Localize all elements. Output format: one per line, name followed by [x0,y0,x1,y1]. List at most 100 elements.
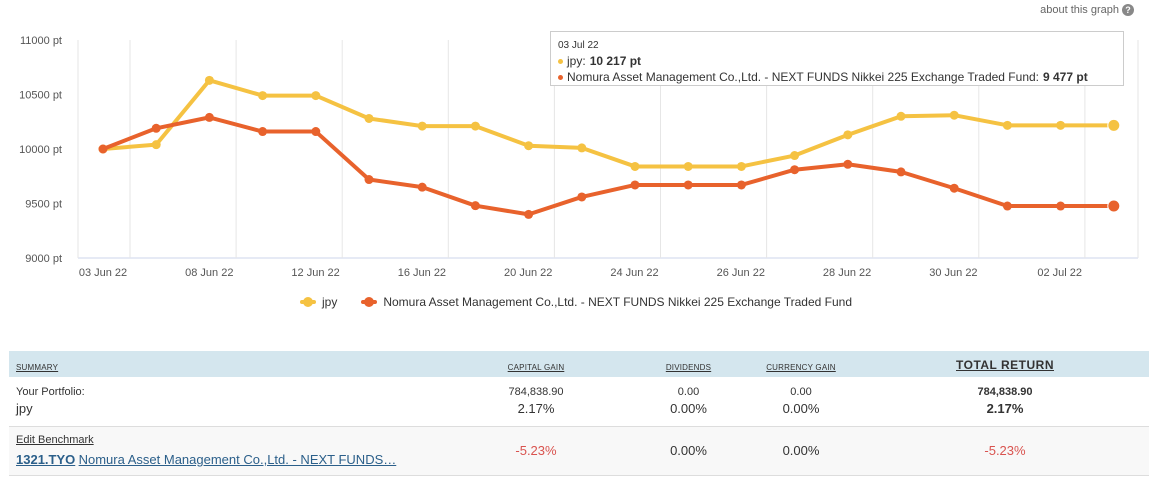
legend-item-benchmark[interactable]: Nomura Asset Management Co.,Ltd. - NEXT … [361,295,852,309]
legend-symbol-benchmark [361,297,378,307]
legend-label-benchmark: Nomura Asset Management Co.,Ltd. - NEXT … [383,295,852,309]
portfolio-cell: Your Portfolio: jpy [9,377,436,426]
data-point-benchmark [524,209,534,219]
portfolio-name: jpy [16,401,33,417]
x-tick-label: 30 Jun 22 [929,267,977,279]
x-tick-label: 20 Jun 22 [504,267,552,279]
y-tick-label: 11000 pt [20,35,62,47]
data-point-benchmark [790,165,800,175]
data-point-jpy [204,75,214,85]
header-currency-gain: CURRENCY GAIN [766,363,836,372]
header-total-return: TOTAL RETURN [956,358,1054,372]
data-point-jpy [311,91,321,101]
series-line-benchmark [101,115,1116,217]
data-point-benchmark [949,183,959,193]
benchmark-total-return-pct: -5.23% [984,443,1026,458]
data-point-benchmark [1107,199,1121,213]
data-point-jpy [258,91,268,101]
performance-line-chart: 11000 pt 10500 pt 10000 pt 9500 pt 9000 pt 0… [19,35,1139,279]
portfolio-dividends-amount: 0.00 [677,386,700,399]
edit-benchmark-link[interactable]: Edit Benchmark [16,434,94,446]
header-dividends: DIVIDENDS [665,363,712,372]
data-point-benchmark [683,180,693,190]
portfolio-currency-gain-pct: 0.00% [782,401,820,417]
benchmark-name-link[interactable]: Nomura Asset Management Co.,Ltd. - NEXT … [78,452,397,467]
portfolio-currency-gain: 0.00 0.00% [741,377,861,426]
benchmark-currency-gain-pct: 0.00% [782,443,820,458]
data-point-benchmark [364,175,374,185]
tooltip-dot-benchmark [558,74,563,80]
tooltip-label-benchmark: Nomura Asset Management Co.,Ltd. - NEXT … [567,70,1039,84]
data-point-jpy [1107,118,1121,132]
data-point-jpy [949,110,959,120]
portfolio-capital-gain-pct: 2.17% [517,401,555,417]
data-point-benchmark [204,112,214,122]
data-point-benchmark [1002,201,1012,211]
benchmark-ticker-link[interactable]: 1321.TYO [16,452,76,467]
portfolio-total-return-pct: 2.17% [986,401,1024,417]
portfolio-dividends-pct: 0.00% [670,401,707,417]
data-point-jpy [577,143,587,153]
data-point-benchmark [417,182,427,192]
benchmark-row: Edit Benchmark 1321.TYO Nomura Asset Man… [9,426,1149,475]
about-this-graph-link[interactable]: about this graph ? [1040,4,1134,16]
data-point-benchmark [736,180,746,190]
header-summary: SUMMARY [16,363,59,372]
data-point-jpy [1002,120,1012,130]
help-icon[interactable]: ? [1122,4,1134,16]
portfolio-total-return: 784,838.90 2.17% [861,377,1149,426]
x-tick-label: 08 Jun 22 [185,267,233,279]
data-point-benchmark [98,144,108,154]
data-point-benchmark [630,180,640,190]
portfolio-total-return-amount: 784,838.90 [977,386,1033,399]
summary-table: SUMMARY CAPITAL GAIN DIVIDENDS CURRENCY … [9,351,1149,476]
benchmark-capital-gain-pct: -5.23% [515,443,557,458]
data-point-jpy [417,121,427,131]
legend-symbol-jpy [299,297,316,307]
y-axis-ticks: 11000 pt 10500 pt 10000 pt 9500 pt 9000 pt [19,35,62,265]
header-capital-gain: CAPITAL GAIN [507,363,565,372]
x-tick-label: 26 Jun 22 [717,267,765,279]
x-tick-label: 16 Jun 22 [398,267,446,279]
data-point-jpy [524,141,534,151]
tooltip-row-jpy: jpy: 10 217 pt [558,54,1116,68]
data-point-jpy [790,151,800,161]
series-line-jpy [101,78,1116,169]
tooltip-label-jpy: jpy: [567,54,586,68]
tooltip-value-benchmark: 9 477 pt [1043,70,1088,84]
data-point-benchmark [258,127,268,137]
portfolio-capital-gain: 784,838.90 2.17% [436,377,636,426]
y-tick-label: 10500 pt [19,90,62,102]
data-point-jpy [151,140,161,150]
portfolio-row: Your Portfolio: jpy 784,838.90 2.17% 0.0… [9,377,1149,426]
tooltip-date: 03 Jul 22 [558,40,599,51]
data-point-jpy [736,161,746,171]
portfolio-currency-gain-amount: 0.00 [790,386,812,399]
data-point-jpy [683,161,693,171]
data-point-benchmark [151,123,161,133]
data-point-benchmark [843,159,853,169]
data-point-benchmark [896,167,906,177]
x-tick-label: 28 Jun 22 [823,267,871,279]
data-point-benchmark [311,127,321,137]
tooltip-dot-jpy [558,58,563,64]
data-point-jpy [1056,120,1066,130]
benchmark-dividends-pct: 0.00% [670,443,707,458]
data-point-benchmark [1056,201,1066,211]
portfolio-label: Your Portfolio: [16,386,85,399]
portfolio-dividends: 0.00 0.00% [636,377,741,426]
chart-legend: jpy Nomura Asset Management Co.,Ltd. - N… [0,295,1152,309]
y-tick-label: 9000 pt [25,253,62,265]
data-point-benchmark [470,201,480,211]
benchmark-cell: Edit Benchmark 1321.TYO Nomura Asset Man… [9,426,436,475]
y-tick-label: 9500 pt [25,199,62,211]
data-point-jpy [630,161,640,171]
chart-series [98,75,1121,219]
x-tick-label: 12 Jun 22 [291,267,339,279]
x-tick-label: 24 Jun 22 [610,267,658,279]
legend-item-jpy[interactable]: jpy [299,295,337,309]
data-point-jpy [364,113,374,123]
x-tick-label: 03 Jun 22 [79,267,127,279]
data-point-jpy [470,121,480,131]
portfolio-capital-gain-amount: 784,838.90 [508,386,564,399]
